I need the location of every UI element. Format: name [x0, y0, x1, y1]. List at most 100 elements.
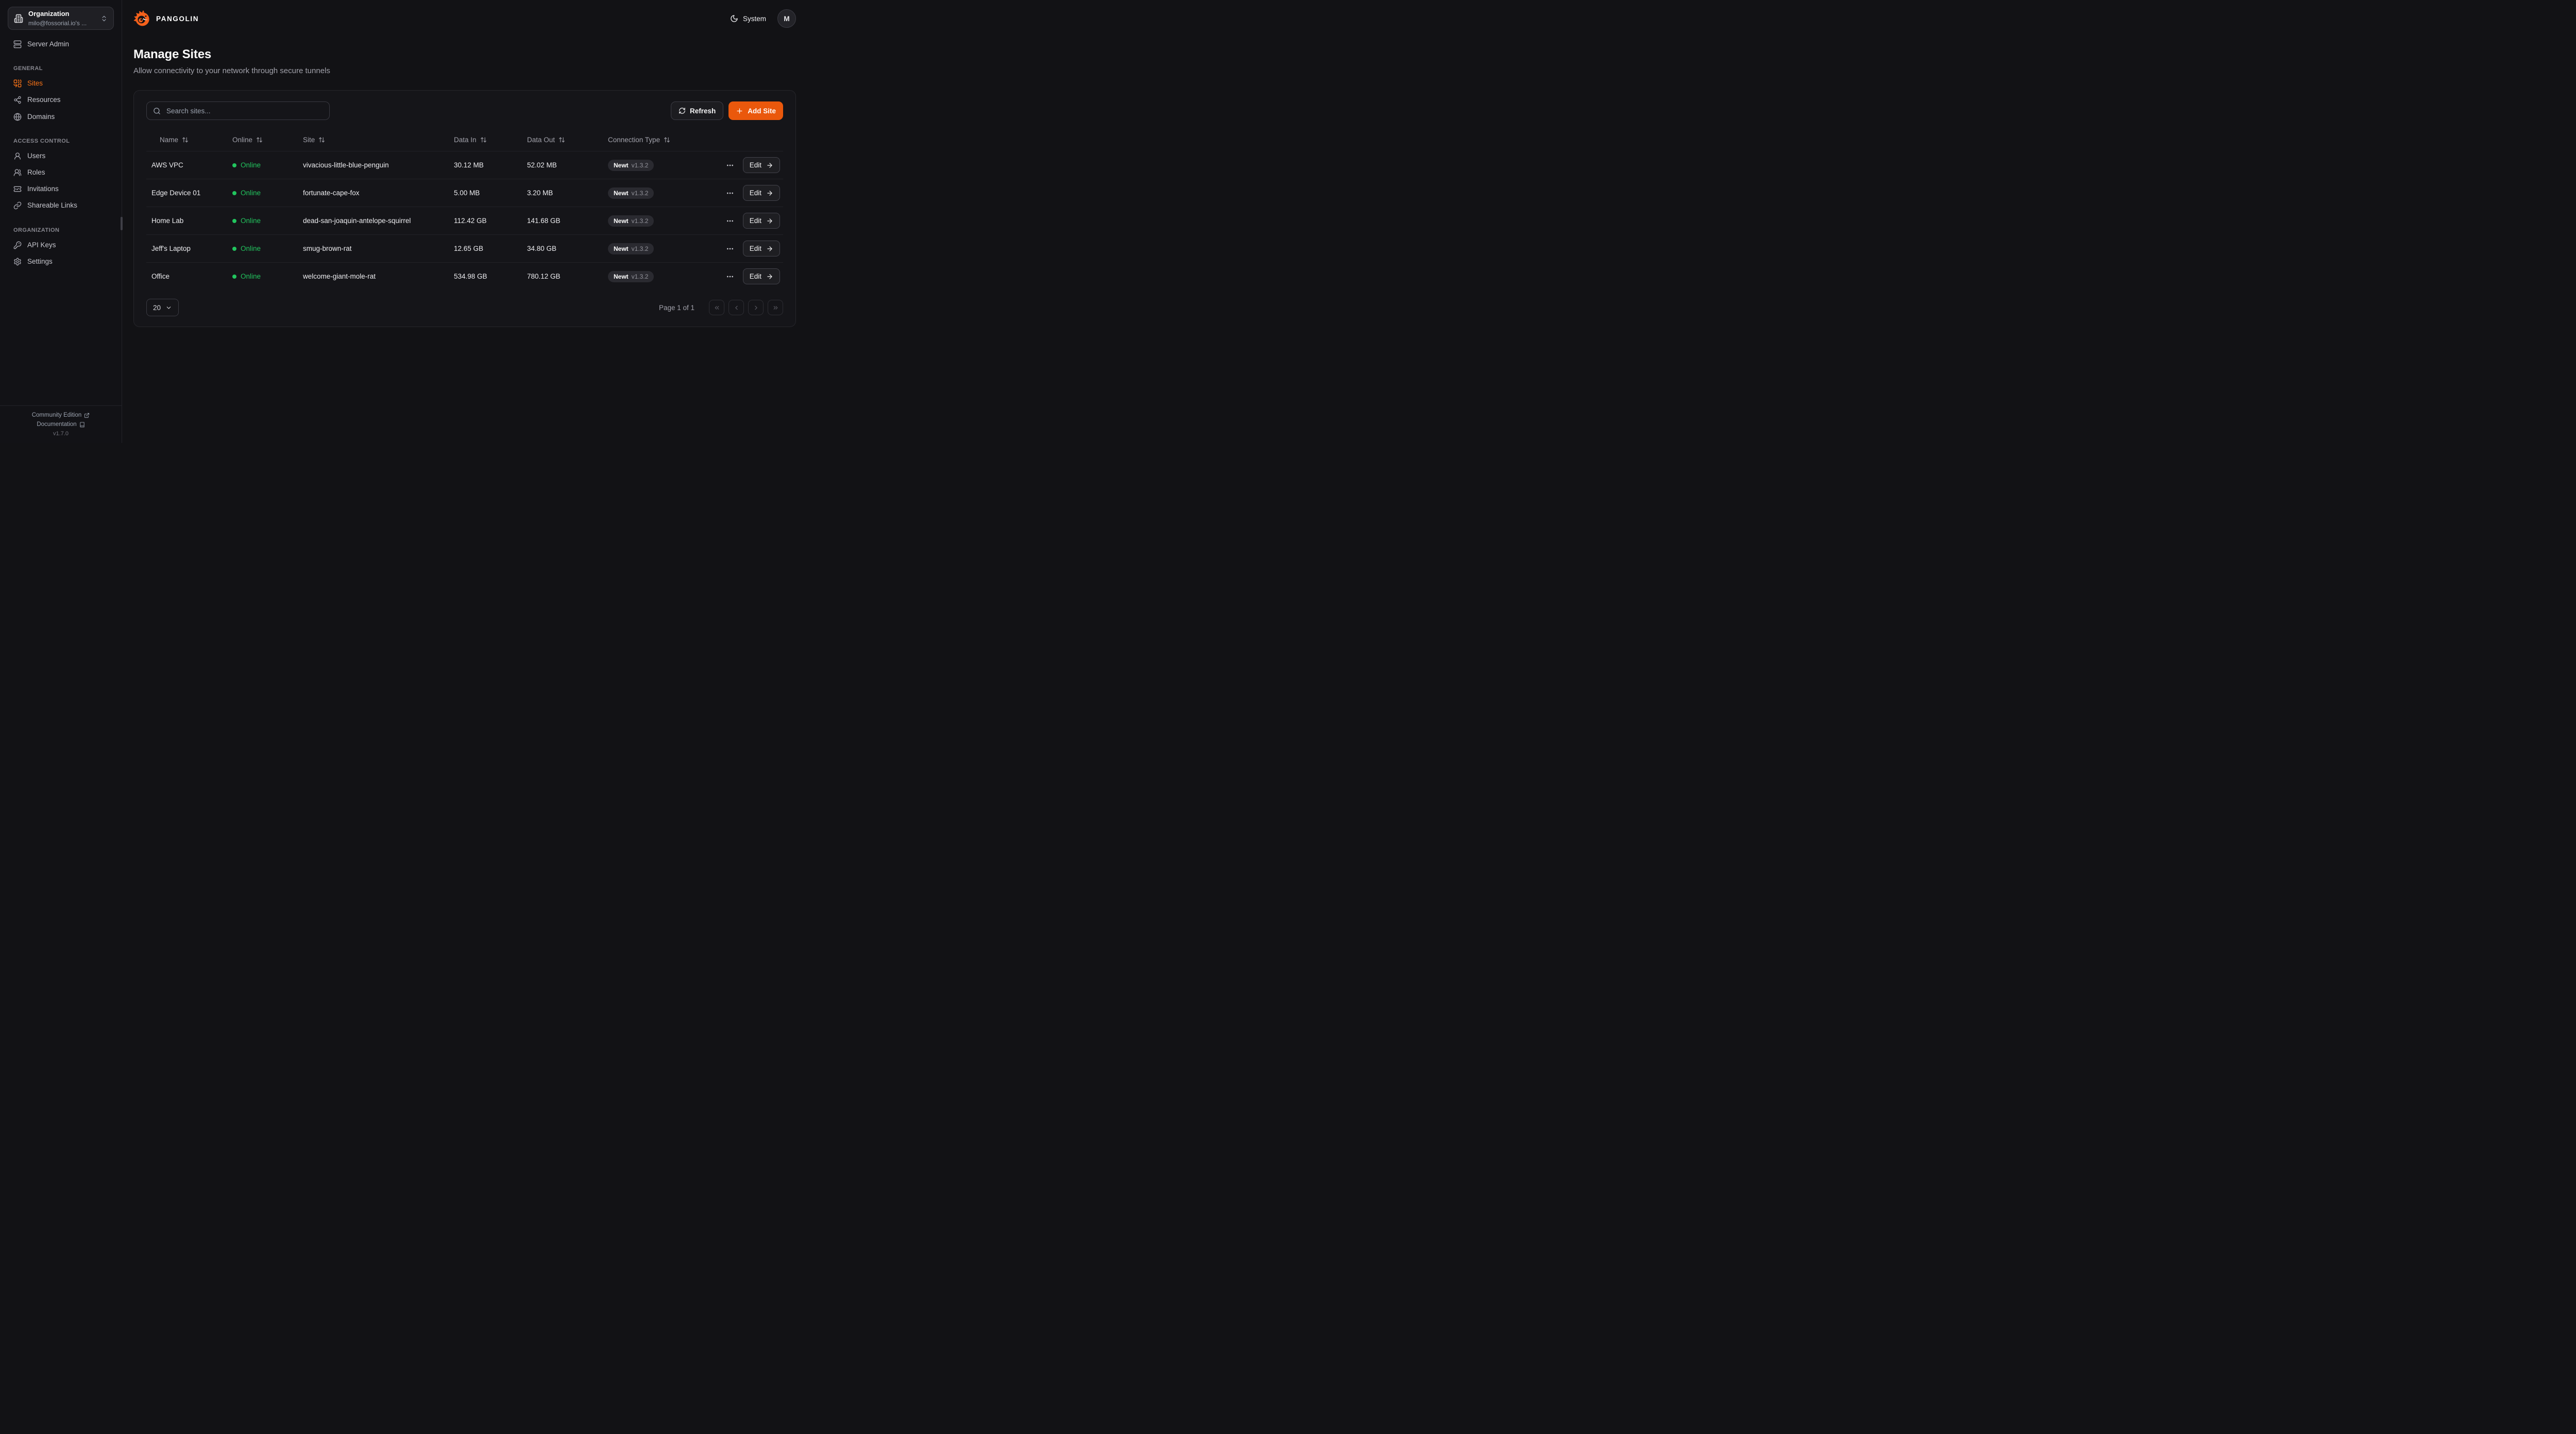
edit-button[interactable]: Edit: [742, 241, 780, 257]
users-icon: [13, 168, 22, 177]
table-row: AWS VPC Online vivacious-little-blue-pen…: [146, 151, 783, 179]
arrow-right-icon: [766, 273, 773, 280]
app-window: Organization milo@fossorial.io's ... Ser…: [0, 0, 808, 443]
share-network-icon: [13, 96, 22, 104]
edit-button[interactable]: Edit: [742, 268, 780, 284]
table-footer: 20 Page 1 of 1: [146, 299, 783, 316]
online-cell: Online: [227, 161, 298, 169]
connection-type-badge: Newt v1.3.2: [608, 243, 654, 254]
main-content: PANGOLIN System M Manage Sites Allow con…: [122, 0, 808, 443]
refresh-icon: [679, 107, 686, 114]
sidebar-item-label: Sites: [27, 79, 43, 88]
sidebar-item-settings[interactable]: Settings: [8, 253, 113, 270]
column-header[interactable]: Online: [227, 136, 298, 144]
sidebar-item-roles[interactable]: Roles: [8, 164, 113, 181]
chevron-right-icon: [754, 305, 757, 310]
sidebar-item-resources[interactable]: Resources: [8, 92, 113, 108]
sort-icon: [256, 136, 263, 143]
name-cell: Edge Device 01: [151, 189, 201, 197]
community-edition-link[interactable]: Community Edition: [32, 412, 90, 418]
user-icon: [13, 152, 22, 160]
external-link-icon: [84, 413, 90, 418]
refresh-button[interactable]: Refresh: [670, 101, 724, 120]
sidebar-item-label: Server Admin: [27, 40, 70, 48]
topbar: PANGOLIN System M: [133, 0, 796, 37]
column-header[interactable]: Data In: [449, 136, 522, 144]
online-status-dot: [232, 191, 236, 195]
search-icon: [153, 107, 161, 115]
previous-page-button[interactable]: [728, 300, 744, 315]
row-menu-button[interactable]: [725, 244, 735, 254]
name-cell: Office: [151, 272, 170, 280]
last-page-button[interactable]: [768, 300, 783, 315]
online-cell: Online: [227, 189, 298, 197]
sidebar-item-sites[interactable]: Sites: [8, 75, 113, 92]
section-title-access-control: ACCESS CONTROL: [13, 138, 70, 144]
arrow-right-icon: [766, 245, 773, 252]
sidebar-item-users[interactable]: Users: [8, 148, 113, 164]
theme-toggle[interactable]: System: [730, 14, 766, 23]
building-icon: [14, 14, 23, 23]
sidebar-item-label: Users: [27, 151, 46, 160]
connection-type-badge: Newt v1.3.2: [608, 270, 654, 282]
connection-type-cell: Newt v1.3.2: [603, 243, 726, 254]
online-status-label: Online: [241, 245, 261, 252]
gear-icon: [13, 258, 22, 266]
page-head: Manage Sites Allow connectivity to your …: [133, 47, 796, 75]
next-page-button[interactable]: [748, 300, 764, 315]
book-icon: [79, 421, 85, 428]
row-menu-button[interactable]: [725, 188, 735, 198]
online-status-dot: [232, 246, 236, 251]
search-input[interactable]: [165, 106, 323, 115]
data-out-cell: 52.02 MB: [527, 161, 557, 169]
sidebar-item-server-admin[interactable]: Server Admin: [8, 36, 113, 53]
ticket-check-icon: [13, 185, 22, 193]
sidebar-footer: Community Edition Documentation v1.7.0: [0, 405, 122, 443]
sidebar-item-domains[interactable]: Domains: [8, 109, 113, 125]
sidebar-item-invitations[interactable]: Invitations: [8, 181, 113, 197]
edit-button[interactable]: Edit: [742, 185, 780, 201]
search-box: [146, 101, 330, 120]
chevrons-right-icon: [773, 305, 777, 310]
sidebar-item-label: Settings: [27, 257, 53, 265]
page-size-select[interactable]: 20: [146, 299, 179, 316]
combine-icon: [13, 79, 22, 88]
table-toolbar: Refresh Add Site: [146, 101, 783, 120]
page-title: Manage Sites: [133, 47, 211, 61]
column-header[interactable]: Site: [298, 136, 449, 144]
site-cell: fortunate-cape-fox: [303, 189, 360, 197]
documentation-link[interactable]: Documentation: [37, 421, 84, 428]
table-row: Home Lab Online dead-san-joaquin-antelop…: [146, 207, 783, 234]
ellipsis-icon: [726, 192, 733, 194]
chevron-left-icon: [735, 305, 738, 310]
section-title-organization: ORGANIZATION: [13, 227, 60, 233]
sidebar-item-shareable-links[interactable]: Shareable Links: [8, 197, 113, 214]
ellipsis-icon: [726, 248, 733, 249]
org-switcher[interactable]: Organization milo@fossorial.io's ...: [8, 7, 114, 30]
sidebar-item-label: Shareable Links: [27, 201, 77, 210]
sidebar-resize-handle[interactable]: [121, 217, 123, 230]
column-header[interactable]: Connection Type: [603, 136, 726, 144]
column-header[interactable]: Name: [146, 136, 227, 144]
arrow-right-icon: [766, 217, 773, 225]
row-menu-button[interactable]: [725, 271, 735, 282]
online-status-label: Online: [241, 272, 261, 280]
chevrons-up-down-icon: [100, 15, 108, 22]
avatar[interactable]: M: [777, 9, 796, 28]
plus-icon: [736, 107, 743, 115]
sort-icon: [664, 136, 670, 143]
table-body: AWS VPC Online vivacious-little-blue-pen…: [146, 151, 783, 290]
row-menu-button[interactable]: [725, 216, 735, 226]
edit-button[interactable]: Edit: [742, 157, 780, 173]
key-icon: [13, 241, 22, 249]
site-cell: smug-brown-rat: [303, 245, 352, 252]
first-page-button[interactable]: [709, 300, 724, 315]
column-header[interactable]: Data Out: [522, 136, 603, 144]
add-site-button[interactable]: Add Site: [728, 101, 783, 120]
edit-button[interactable]: Edit: [742, 213, 780, 229]
sidebar-item-api-keys[interactable]: API Keys: [8, 237, 113, 253]
connection-type-cell: Newt v1.3.2: [603, 215, 726, 227]
online-status-label: Online: [241, 161, 261, 169]
name-cell: Home Lab: [151, 217, 184, 225]
row-menu-button[interactable]: [725, 160, 735, 170]
